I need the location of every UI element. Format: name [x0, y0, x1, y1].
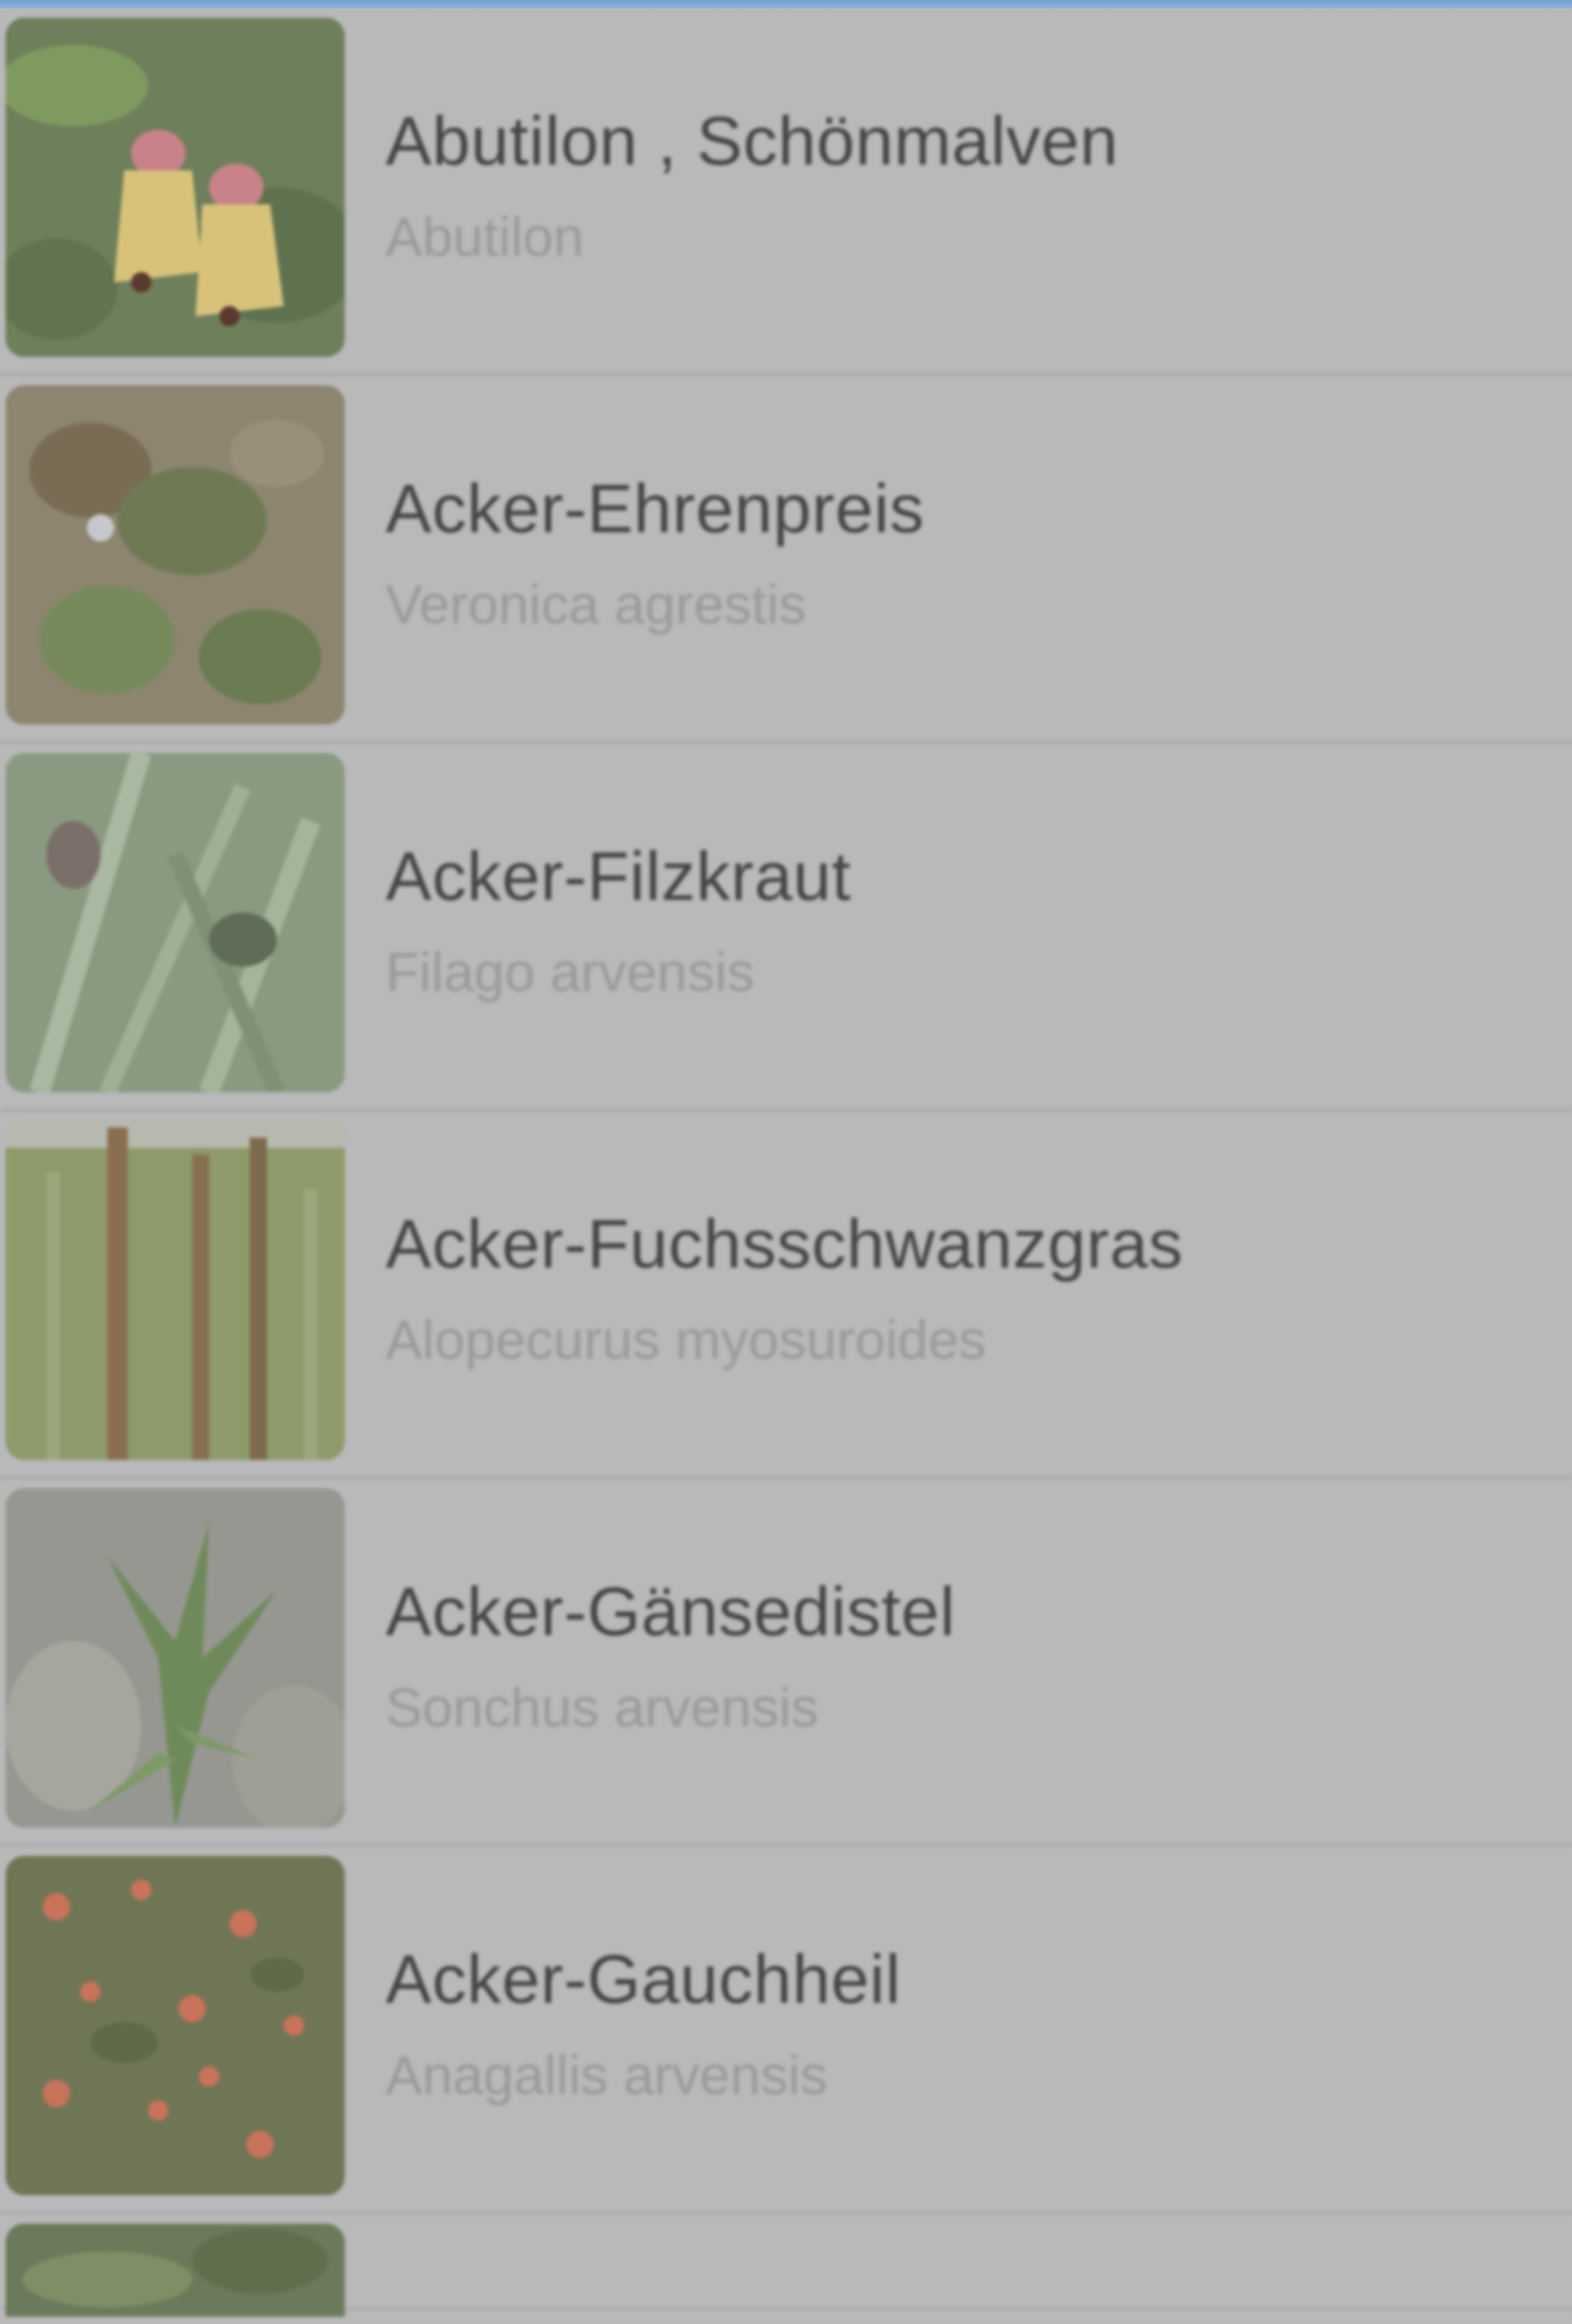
abutilon-flower-photo: [6, 18, 345, 357]
alopecurus-myosuroides-photo: [6, 1121, 345, 1460]
plant-latin-name: Sonchus arvensis: [386, 1677, 819, 1738]
plant-latin-name: Anagallis arvensis: [386, 2044, 828, 2106]
plant-thumbnail: [6, 1856, 345, 2195]
plant-thumbnail: [6, 385, 345, 725]
list-item[interactable]: Abutilon , Schönmalven Abutilon: [0, 8, 1572, 376]
plant-common-name: Acker-Fuchsschwanzgras: [386, 1206, 1184, 1282]
plant-common-name: Abutilon , Schönmalven: [386, 103, 1118, 179]
plant-thumbnail: [6, 753, 345, 1092]
sonchus-arvensis-photo: [6, 1488, 345, 1828]
plant-thumbnail: [6, 2224, 345, 2317]
anagallis-arvensis-photo: [6, 1856, 345, 2195]
list-item[interactable]: Acker-Filzkraut Filago arvensis: [0, 744, 1572, 1111]
plant-thumbnail: [6, 1121, 345, 1460]
list-item-partial[interactable]: [0, 2214, 1572, 2317]
plant-list: Abutilon , Schönmalven Abutilon Acker-Eh…: [0, 8, 1572, 2317]
top-accent-bar: [0, 0, 1572, 8]
list-item[interactable]: Acker-Ehrenpreis Veronica agrestis: [0, 376, 1572, 744]
plant-latin-name: Veronica agrestis: [386, 574, 807, 635]
plant-common-name: Acker-Gauchheil: [386, 1941, 901, 2018]
list-item[interactable]: Acker-Gänsedistel Sonchus arvensis: [0, 1479, 1572, 1847]
plant-thumbnail: [6, 18, 345, 357]
veronica-agrestis-photo: [6, 385, 345, 725]
plant-latin-name: Abutilon: [386, 206, 584, 268]
list-item[interactable]: Acker-Fuchsschwanzgras Alopecurus myosur…: [0, 1111, 1572, 1479]
plant-thumbnail: [6, 1488, 345, 1828]
plant-latin-name: Alopecurus myosuroides: [386, 1309, 987, 1371]
list-item[interactable]: Acker-Gauchheil Anagallis arvensis: [0, 1847, 1572, 2214]
plant-photo: [6, 2224, 345, 2317]
plant-common-name: Acker-Filzkraut: [386, 838, 851, 915]
plant-common-name: Acker-Gänsedistel: [386, 1573, 956, 1650]
plant-latin-name: Filago arvensis: [386, 941, 755, 1003]
filago-arvensis-photo: [6, 753, 345, 1092]
plant-common-name: Acker-Ehrenpreis: [386, 470, 925, 547]
